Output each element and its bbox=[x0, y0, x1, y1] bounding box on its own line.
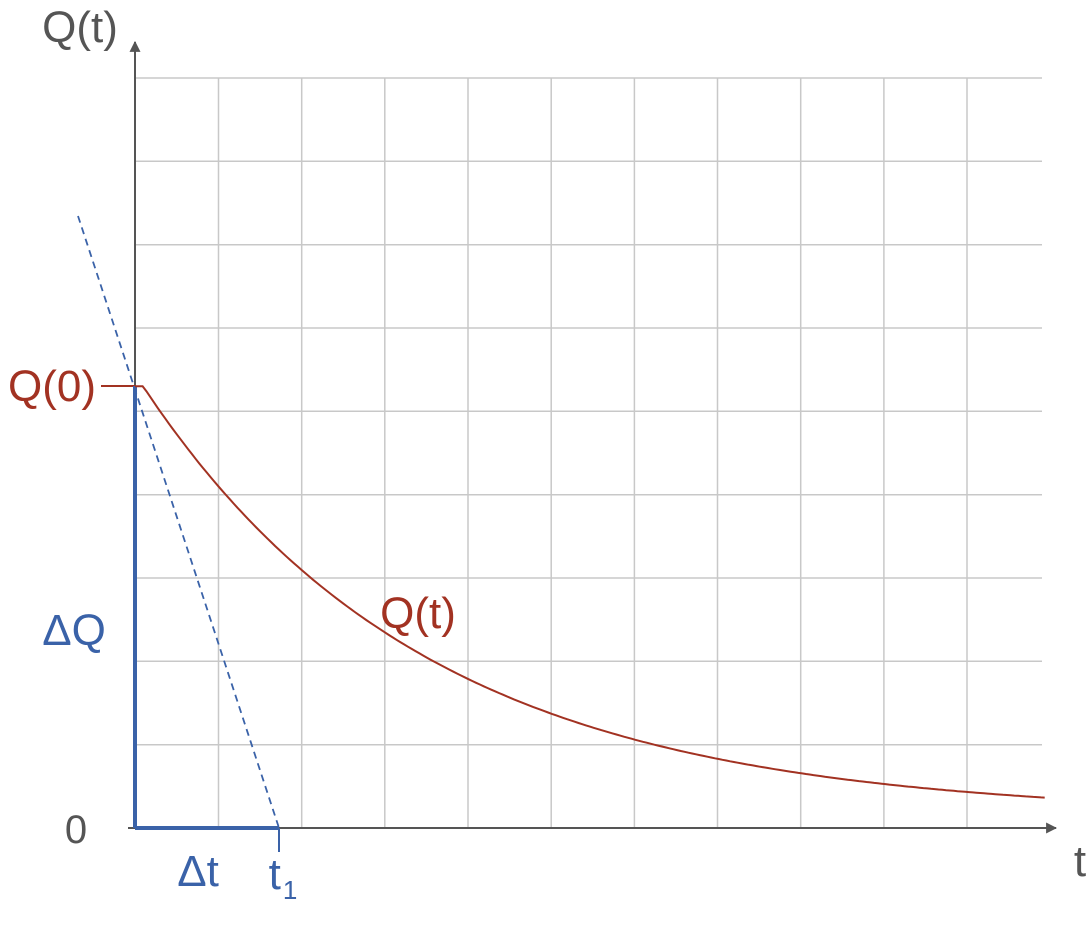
y-axis-label: Q(t) bbox=[42, 3, 118, 52]
decay-curve bbox=[135, 385, 1045, 799]
zero-label: 0 bbox=[65, 808, 87, 852]
x-axis-label: t bbox=[1074, 837, 1086, 886]
delta-t-label: Δt bbox=[177, 847, 219, 896]
q0-label: Q(0) bbox=[8, 362, 96, 411]
grid bbox=[135, 77, 1042, 828]
curve-label: Q(t) bbox=[380, 589, 456, 638]
t1-label: t1 bbox=[269, 850, 298, 905]
t1-label-base: t bbox=[269, 850, 281, 899]
tangent-line bbox=[77, 215, 280, 829]
delta-q-label: ΔQ bbox=[42, 606, 106, 655]
t1-label-sub: 1 bbox=[283, 875, 297, 905]
